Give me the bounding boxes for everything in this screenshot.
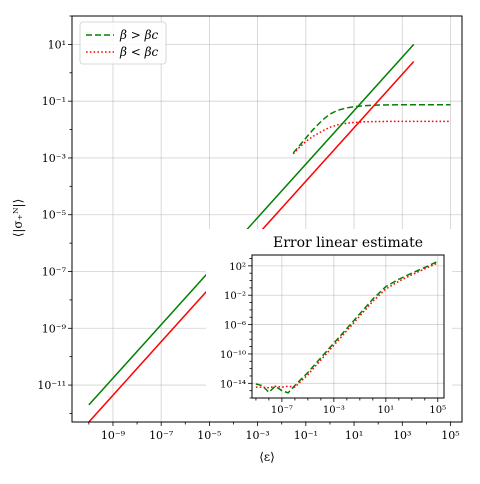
main-xtick-label-7: 10⁵	[441, 429, 459, 442]
inset-xtick-label-1: 10⁻³	[323, 405, 345, 416]
inset-ytick-label-2: 10⁻⁶	[224, 321, 246, 332]
main-ytick-label-1: 10⁻⁹	[42, 322, 67, 335]
main-xtick-label-2: 10⁻⁵	[197, 429, 221, 442]
inset-ytick-label-4: 10²	[229, 262, 246, 273]
x-axis-label: ⟨ε⟩	[259, 450, 275, 464]
main-xtick-label-0: 10⁻⁹	[101, 429, 126, 442]
inset-ytick-label-0: 10⁻¹⁴	[220, 379, 246, 390]
y-axis-label: ⟨|σ₊ᴺ|⟩	[11, 199, 25, 238]
inset-plot: 10⁻⁷ 10⁻³ 10¹ 10⁵ 10⁻¹⁴ 10⁻¹⁰ 10⁻⁶ 10⁻² 10²	[206, 229, 452, 420]
legend: β > βc β < βc	[80, 22, 166, 64]
main-ytick-label-4: 10⁻³	[42, 152, 66, 165]
main-xtick-label-1: 10⁻⁷	[149, 429, 174, 442]
main-xtick-label-5: 10¹	[345, 429, 363, 442]
main-ytick-label-0: 10⁻¹¹	[37, 379, 66, 392]
inset-xtick-label-0: 10⁻⁷	[271, 405, 293, 416]
legend-label-1: β < βc	[119, 45, 159, 59]
main-xtick-label-6: 10³	[393, 429, 411, 442]
main-ytick-label-3: 10⁻⁵	[42, 209, 66, 222]
inset-ytick-label-1: 10⁻¹⁰	[220, 350, 246, 361]
legend-label-0: β > βc	[119, 28, 159, 42]
inset-xtick-label-3: 10⁵	[429, 405, 446, 416]
main-xtick-label-3: 10⁻³	[246, 429, 270, 442]
main-xtick-label-4: 10⁻¹	[294, 429, 318, 442]
main-ytick-label-2: 10⁻⁷	[42, 266, 67, 279]
main-ytick-label-5: 10⁻¹	[42, 95, 66, 108]
inset-title: Error linear estimate	[273, 235, 423, 251]
inset-xtick-label-2: 10¹	[377, 405, 394, 416]
main-ytick-label-6: 10¹	[48, 38, 66, 51]
inset-ytick-label-3: 10⁻²	[224, 291, 246, 302]
